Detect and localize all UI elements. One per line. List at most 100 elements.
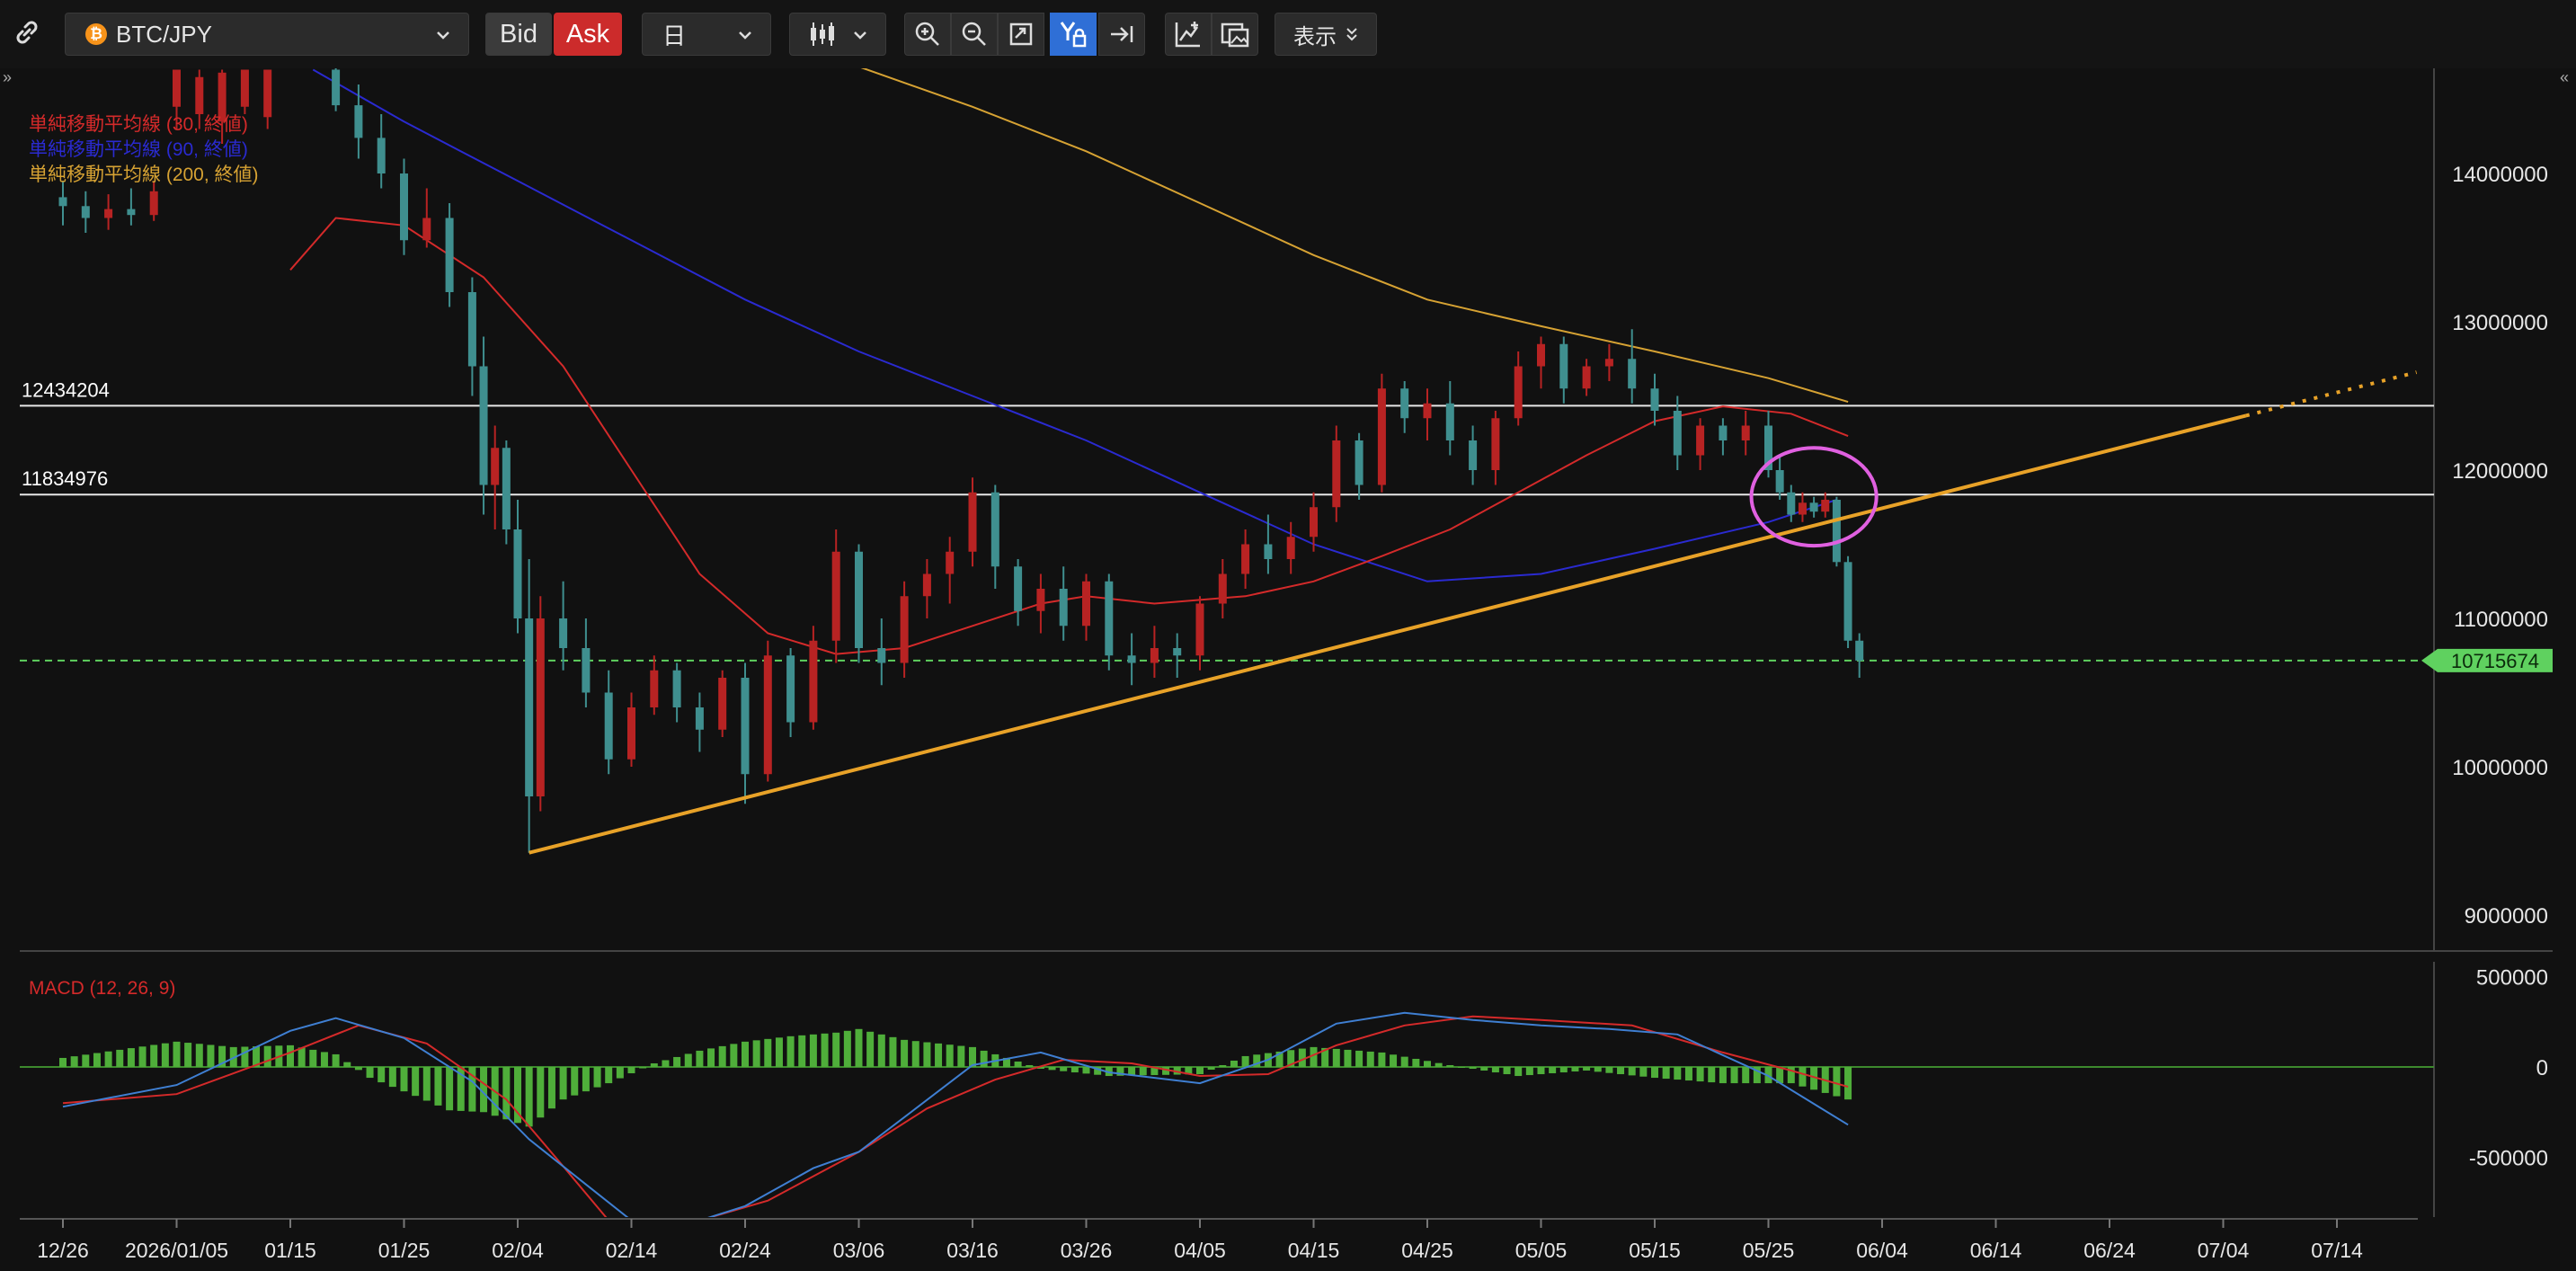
add-indicator-button[interactable] — [1165, 13, 1212, 56]
candle-body — [946, 551, 955, 574]
candle-body — [195, 76, 204, 114]
macd-histogram-bar — [253, 1046, 261, 1067]
link-icon[interactable] — [11, 16, 43, 53]
candle-body — [218, 72, 227, 122]
macd-histogram-bar — [718, 1045, 726, 1067]
right-panel-toggle-icon[interactable]: « — [2560, 68, 2569, 86]
display-menu-button[interactable]: 表示 — [1275, 13, 1377, 56]
candle-body — [672, 670, 681, 707]
symbol-label: BTC/JPY — [116, 20, 212, 48]
x-tick-label: 01/25 — [378, 1239, 431, 1262]
macd-histogram-bar — [1298, 1048, 1306, 1067]
symbol-selector[interactable]: ₿ BTC/JPY — [65, 13, 469, 56]
macd-histogram-bar — [742, 1041, 749, 1067]
candle-body — [1150, 648, 1159, 663]
macd-histogram-bar — [1810, 1067, 1818, 1090]
candle-body — [1832, 500, 1841, 563]
add-indicator-icon — [1175, 22, 1200, 48]
x-tick-label: 02/04 — [492, 1239, 544, 1262]
chevron-down-icon — [434, 26, 452, 44]
macd-histogram-bar — [911, 1041, 919, 1067]
zoom-in-button[interactable] — [904, 13, 951, 56]
y-axis-lock-button[interactable] — [1050, 13, 1097, 56]
candle-body — [627, 707, 635, 760]
macd-histogram-bar — [1241, 1055, 1249, 1067]
macd-histogram-bar — [1787, 1067, 1795, 1084]
x-tick-label: 03/06 — [833, 1239, 885, 1262]
macd-histogram-bar — [218, 1045, 227, 1067]
x-tick-label: 04/25 — [1401, 1239, 1453, 1262]
macd-histogram-bar — [1719, 1067, 1727, 1084]
macd-histogram-bar — [287, 1044, 294, 1067]
candle-body — [1469, 440, 1478, 470]
macd-histogram-bar — [639, 1067, 647, 1069]
macd-histogram-bar — [1128, 1067, 1136, 1076]
price-chart[interactable]: » « 14000000 13000000 12000000 11000000 1000… — [0, 68, 2576, 1271]
candle-body — [377, 138, 386, 173]
zoom-in-icon — [915, 22, 939, 46]
macd-histogram-bar — [1287, 1050, 1295, 1067]
macd-histogram-bar — [343, 1062, 351, 1067]
candle-body — [1105, 581, 1114, 656]
zoom-out-button[interactable] — [951, 13, 998, 56]
candle-body — [400, 173, 408, 241]
y-tick-label: 10000000 — [2452, 756, 2548, 780]
macd-histogram-bar — [1844, 1067, 1852, 1100]
candle-body — [1673, 411, 1682, 456]
x-tick-label: 02/24 — [719, 1239, 771, 1262]
candle-body — [467, 292, 476, 367]
candle-body — [1264, 544, 1273, 559]
jump-to-latest-button[interactable] — [1098, 13, 1145, 56]
macd-histogram-bar — [696, 1050, 704, 1067]
ask-button[interactable]: Ask — [554, 13, 622, 56]
candle-body — [58, 197, 67, 207]
macd-histogram-bar — [525, 1067, 533, 1127]
candle-body — [877, 648, 886, 663]
bid-button[interactable]: Bid — [485, 13, 552, 56]
timeframe-selector[interactable]: 日 — [642, 13, 771, 56]
macd-histogram-bar — [537, 1067, 545, 1118]
horizontal-line-label: 11834976 — [22, 467, 108, 490]
macd-histogram-bar — [923, 1042, 931, 1067]
chart-type-selector[interactable] — [789, 13, 886, 56]
macd-histogram-bar — [195, 1044, 203, 1067]
macd-histogram-bar — [1060, 1067, 1068, 1071]
macd-histogram-bar — [605, 1067, 613, 1084]
macd-y-tick-label: -500000 — [2469, 1147, 2548, 1171]
screenshot-button[interactable] — [1212, 13, 1258, 56]
macd-histogram-bar — [1424, 1061, 1431, 1067]
toolbar: ₿ BTC/JPY Bid Ask 日 — [0, 0, 2576, 69]
macd-histogram-bar — [877, 1034, 885, 1067]
main-panel: 14000000 13000000 12000000 11000000 10000000… — [20, 68, 2553, 952]
macd-histogram-bar — [1639, 1067, 1648, 1077]
candle-body — [582, 648, 591, 693]
candle-body — [1491, 418, 1500, 470]
display-menu-label: 表示 — [1293, 24, 1337, 49]
left-panel-toggle-icon[interactable]: » — [3, 68, 12, 86]
macd-histogram-bar — [93, 1053, 101, 1067]
macd-histogram-bar — [764, 1038, 772, 1067]
macd-histogram-bar — [1525, 1067, 1533, 1076]
candle-body — [263, 69, 272, 118]
fit-screen-button[interactable] — [998, 13, 1044, 56]
macd-histogram-bar — [809, 1034, 817, 1067]
macd-histogram-bar — [59, 1057, 67, 1067]
macd-histogram-bar — [1400, 1056, 1408, 1067]
macd-histogram-bar — [332, 1053, 340, 1067]
macd-histogram-bar — [843, 1030, 851, 1067]
macd-histogram-bar — [684, 1053, 692, 1067]
macd-histogram-bar — [1435, 1062, 1443, 1067]
macd-histogram-bar — [980, 1050, 988, 1067]
macd-histogram-bar — [1776, 1067, 1784, 1084]
macd-histogram-bar — [1207, 1067, 1215, 1071]
macd-histogram-bar — [1753, 1067, 1761, 1084]
candlestick-icon — [808, 21, 839, 48]
candle-body — [1604, 359, 1613, 367]
candle-body — [1843, 562, 1852, 641]
macd-histogram-bar — [1537, 1067, 1545, 1075]
x-tick-label: 04/05 — [1174, 1239, 1226, 1262]
current-price-tag-bg — [2421, 648, 2553, 672]
macd-histogram-bar — [1559, 1067, 1568, 1073]
macd-histogram-bar — [1366, 1051, 1374, 1067]
x-tick-label: 03/16 — [946, 1239, 999, 1262]
